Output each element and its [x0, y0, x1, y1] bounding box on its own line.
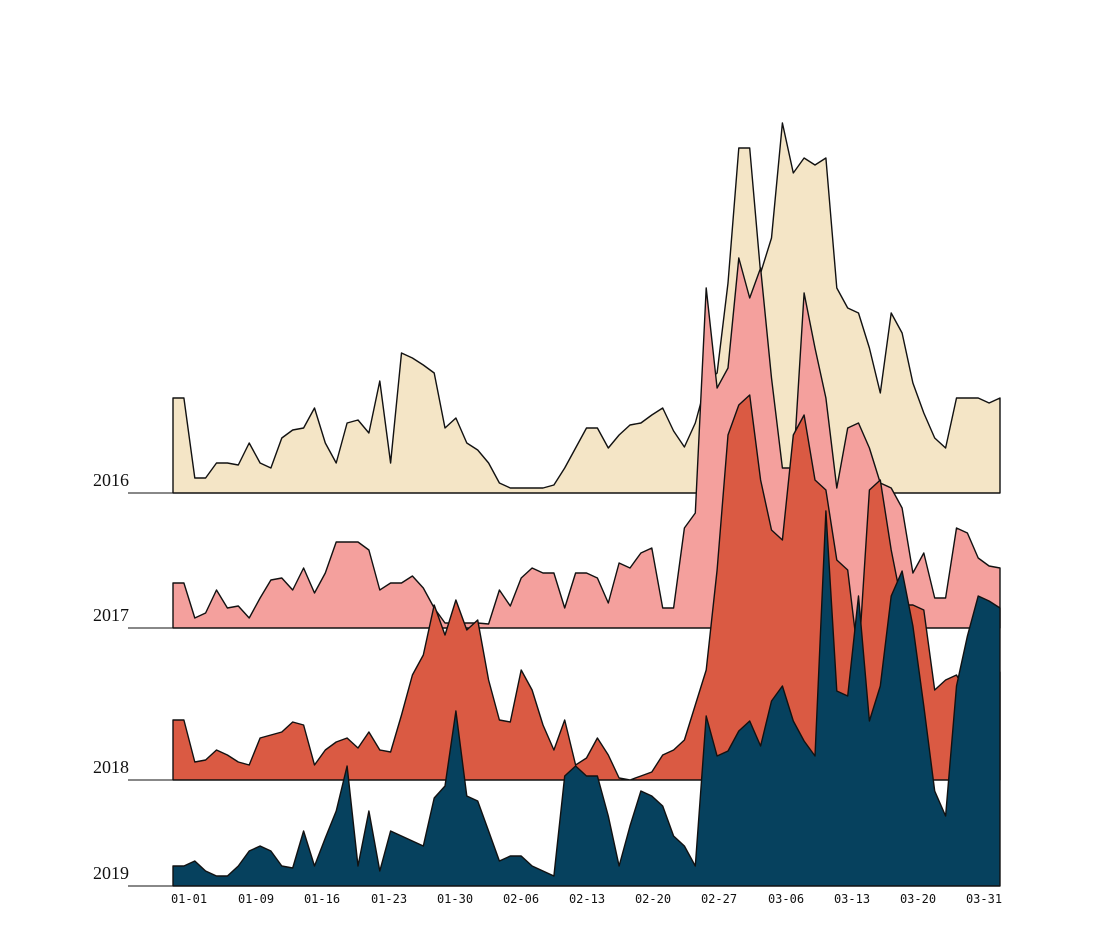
series-2018: 2018 [93, 394, 1001, 781]
series-2019: 2019 [93, 510, 1001, 887]
ridges-group: 2016 2017 2018 2019 [93, 122, 1001, 887]
series-label-2019: 2019 [93, 863, 129, 883]
ridge-area-2018 [172, 394, 1001, 781]
x-tick-label: 01-23 [371, 892, 407, 906]
series-2016: 2016 [93, 122, 1001, 494]
x-tick-label: 01-01 [171, 892, 207, 906]
series-label-2017: 2017 [93, 605, 129, 625]
x-tick-label: 02-27 [701, 892, 737, 906]
x-tick-label: 01-30 [437, 892, 473, 906]
x-tick-label: 03-31 [966, 892, 1002, 906]
series-label-2018: 2018 [93, 757, 129, 777]
ridge-area-2016 [172, 122, 1001, 494]
x-axis-tick-labels: 01-01 01-09 01-16 01-23 01-30 02-06 02-13 02-20… [171, 892, 1002, 906]
x-tick-label: 02-13 [569, 892, 605, 906]
x-tick-label: 02-20 [635, 892, 671, 906]
x-tick-label: 03-06 [768, 892, 804, 906]
x-tick-label: 01-09 [238, 892, 274, 906]
series-label-2016: 2016 [93, 470, 129, 490]
x-tick-label: 02-06 [503, 892, 539, 906]
x-tick-label: 03-13 [834, 892, 870, 906]
x-tick-label: 03-20 [900, 892, 936, 906]
x-tick-label: 01-16 [304, 892, 340, 906]
ridge-area-2019 [172, 510, 1001, 887]
